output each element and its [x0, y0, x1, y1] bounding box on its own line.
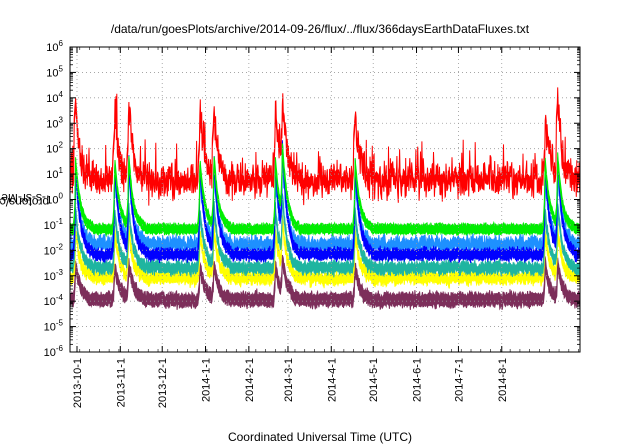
grid-layer: [70, 47, 580, 352]
x-tick-label: 2014-6-1: [412, 358, 424, 402]
series-6-band: [69, 87, 581, 206]
y-tick-label: 106: [46, 39, 63, 54]
x-tick-label: 2014-8-1: [497, 358, 509, 402]
y-tick-label: 103: [46, 115, 63, 130]
x-tick-label: 2014-1-1: [201, 358, 213, 402]
y-tick-label: 10-4: [44, 293, 64, 308]
y-tick-label: 101: [46, 166, 63, 181]
chart-title: /data/run/goesPlots/archive/2014-09-26/f…: [110, 22, 530, 36]
x-axis-label: Coordinated Universal Time (UTC): [227, 430, 413, 444]
tick-layer: 10-610-510-410-310-210-11001011021031041…: [44, 39, 580, 408]
x-tick-label: 2014-7-1: [453, 358, 465, 402]
x-tick-label: 2013-12-1: [157, 358, 169, 408]
x-tick-label: 2014-4-1: [326, 358, 338, 402]
y-tick-label: 10-5: [44, 319, 64, 334]
x-tick-label: 2014-3-1: [283, 358, 295, 402]
y-tick-label: 104: [46, 90, 63, 105]
series-layer: [69, 87, 581, 311]
x-tick-label: 2014-5-1: [368, 358, 380, 402]
y-tick-label: 10-1: [44, 217, 64, 232]
y-tick-label: 10-6: [44, 344, 64, 359]
x-tick-label: 2013-11-1: [115, 358, 127, 407]
y-tick-label: 10-2: [44, 242, 64, 257]
y-tick-label: 10-3: [44, 268, 64, 283]
y-tick-label: 105: [46, 64, 63, 79]
y-tick-label: 102: [46, 141, 63, 156]
x-tick-label: 2014-2-1: [244, 358, 256, 402]
x-tick-label: 2013-10-1: [72, 358, 84, 408]
series-2-band: [69, 193, 581, 278]
